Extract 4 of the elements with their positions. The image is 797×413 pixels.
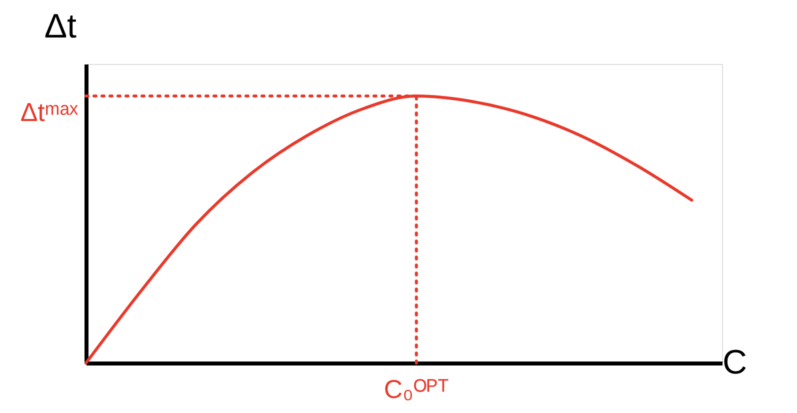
ref-line-label: Δtᵐᵃˣ [20,97,78,128]
x-axis-title: C [722,344,748,382]
y-axis-title: Δt [44,8,78,46]
annotation: C₀ᴼᴾᵀ [384,374,449,404]
